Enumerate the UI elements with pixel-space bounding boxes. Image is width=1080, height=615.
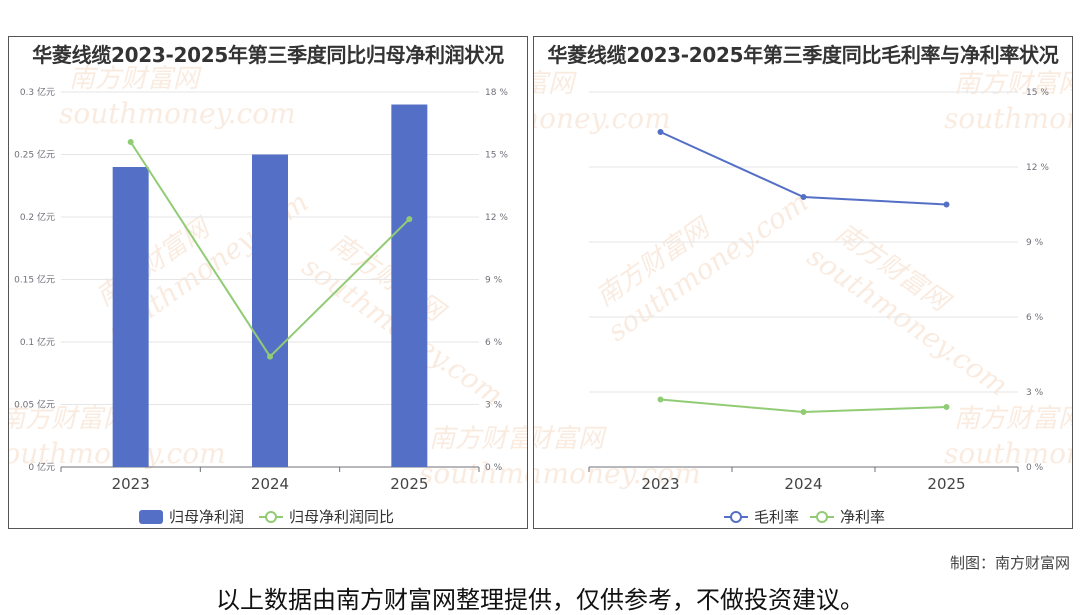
disclaimer: 以上数据由南方财富网整理提供，仅供参考，不做投资建议。 [216, 586, 864, 614]
y-left-tick-label: 0.1 亿元 [20, 336, 55, 348]
legend-marker-dot [730, 511, 742, 523]
data-point [406, 216, 413, 223]
y-left-tick-label: 0.2 亿元 [20, 211, 55, 223]
y-right-tick-label: 3 % [485, 401, 503, 411]
data-point [657, 396, 664, 403]
y-left-tick-label: 0.05 亿元 [14, 399, 55, 411]
y-right-tick-label: 12 % [1026, 163, 1049, 173]
x-tick-label: 2024 [251, 475, 289, 493]
watermark-text: southmoney.com [534, 102, 671, 135]
y-right-tick-label: 6 % [1026, 313, 1044, 323]
legend-label: 归母净利润同比 [289, 508, 394, 526]
data-point [943, 201, 950, 208]
y-left-tick-label: 0 亿元 [28, 461, 55, 473]
y-left-tick-label: 0.15 亿元 [14, 274, 55, 286]
watermark-text: southmoney.com [944, 437, 1073, 470]
data-point [800, 409, 807, 415]
watermark-text: 南方财富网 [954, 404, 1073, 434]
watermark-text: southmoney.com [944, 102, 1073, 135]
watermark-text: 南方财富网 [69, 64, 202, 94]
bar [391, 104, 428, 467]
y-right-tick-label: 18 % [485, 88, 508, 98]
y-right-tick-label: 15 % [1026, 88, 1049, 98]
watermark-text: 南方财富网 [534, 424, 607, 454]
chart-title: 华菱线缆2023-2025年第三季度同比归母净利润状况 [32, 43, 504, 67]
y-right-tick-label: 9 % [485, 276, 503, 286]
x-tick-label: 2025 [390, 475, 428, 493]
data-point [127, 139, 134, 145]
watermark-text: 南方财富网 [9, 404, 132, 434]
chart-panel-margins: 华菱线缆2023-2025年第三季度同比毛利率与净利率状况 南方财富网 south… [533, 36, 1073, 529]
legend-label: 毛利率 [754, 508, 799, 526]
watermark-text: 南方财富网 [954, 69, 1073, 99]
chart-title: 华菱线缆2023-2025年第三季度同比毛利率与净利率状况 [547, 43, 1059, 67]
x-tick-label: 2024 [784, 475, 822, 493]
bar [112, 167, 149, 467]
watermark-text: southmoney.com [59, 97, 296, 130]
legend-marker-dot [265, 511, 277, 523]
y-right-tick-label: 12 % [485, 213, 508, 223]
watermark-text: 南方财富网 [429, 424, 528, 454]
data-point [267, 353, 273, 360]
watermark-text: southmoney.com [534, 457, 701, 490]
y-right-tick-label: 9 % [1026, 238, 1044, 248]
net-profit-chart: 南方财富网southmoney.com南方财富网southmoney.com南方… [9, 64, 528, 526]
legend-label: 净利率 [840, 508, 885, 526]
chart-panel-net-profit: 华菱线缆2023-2025年第三季度同比归母净利润状况 南方财富网 southmo… [8, 36, 528, 529]
y-right-tick-label: 0 % [485, 463, 503, 473]
data-point [943, 404, 950, 410]
y-right-tick-label: 15 % [485, 151, 508, 161]
bar [252, 154, 288, 467]
data-point [800, 194, 807, 200]
y-left-tick-label: 0.3 亿元 [20, 86, 55, 98]
chart-credit: 制图：南方财富网 [949, 554, 1070, 572]
y-right-tick-label: 3 % [1026, 388, 1044, 398]
watermark-text: 南方财富网 [534, 69, 577, 99]
legend-marker-bar [139, 510, 163, 524]
data-point [657, 129, 664, 135]
x-tick-label: 2023 [641, 475, 679, 493]
series-line [660, 131, 947, 206]
watermark-text: southmoney.com [419, 457, 528, 490]
legend-marker-dot [816, 511, 828, 523]
x-tick-label: 2023 [112, 475, 150, 493]
legend-label: 归母净利润 [169, 508, 244, 526]
y-right-tick-label: 0 % [1026, 463, 1044, 473]
x-tick-label: 2025 [927, 475, 965, 493]
y-left-tick-label: 0.25 亿元 [14, 149, 55, 161]
y-right-tick-label: 6 % [485, 338, 503, 348]
